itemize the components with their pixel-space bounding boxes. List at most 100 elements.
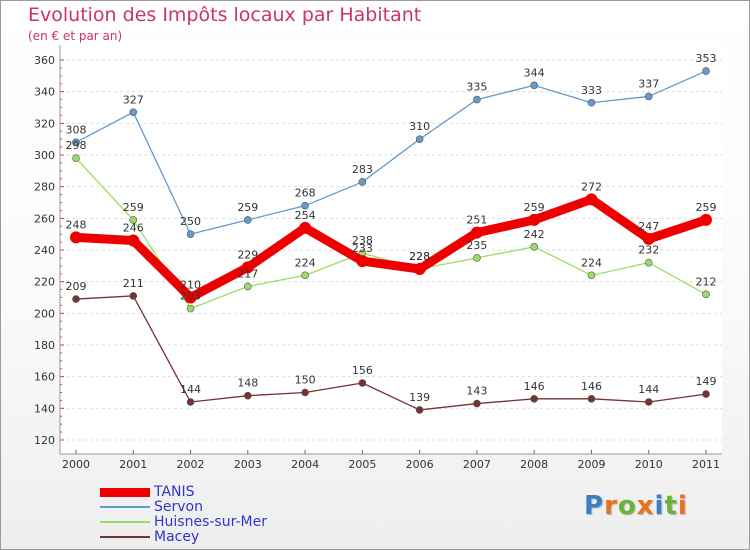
logo-letter: t (664, 491, 678, 521)
data-point (301, 388, 309, 397)
data-point (186, 230, 195, 238)
data-point (129, 216, 138, 224)
y-tick-label: 320 (34, 117, 55, 130)
y-tick-label: 160 (34, 371, 55, 384)
y-tick-label: 240 (34, 244, 55, 257)
data-point (301, 271, 309, 280)
data-label: 144 (638, 383, 659, 396)
labels-macey: 209 211 144 148 150 156 139 143 146 146 144 149 (66, 277, 717, 404)
x-tick-label: 2001 (119, 458, 147, 471)
data-point (644, 92, 653, 101)
data-point (470, 226, 483, 239)
proxiti-logo: Proxiti (584, 491, 688, 521)
data-point (702, 67, 710, 75)
data-point (301, 201, 309, 210)
data-label: 224 (581, 256, 602, 269)
data-point (244, 216, 252, 224)
series-tanis (70, 193, 712, 304)
data-label: 242 (524, 228, 545, 241)
data-label: 217 (237, 267, 258, 280)
data-label: 235 (466, 239, 487, 252)
data-label: 224 (295, 256, 316, 269)
data-label: 259 (237, 201, 258, 214)
x-tick-label: 2010 (635, 458, 663, 471)
data-label: 298 (66, 139, 87, 152)
data-point (587, 395, 596, 403)
data-point (702, 290, 710, 299)
y-tick-label: 360 (34, 54, 55, 67)
data-label: 283 (352, 163, 373, 176)
data-label: 248 (66, 218, 87, 231)
y-tick-label: 220 (34, 276, 55, 289)
data-label: 344 (524, 66, 545, 79)
data-label: 254 (295, 209, 316, 222)
data-point (244, 391, 252, 400)
data-point (644, 398, 653, 406)
data-point (186, 398, 195, 406)
data-point (413, 263, 426, 275)
x-tick-label: 2004 (291, 458, 319, 471)
x-tick-label: 2011 (692, 458, 720, 471)
y-tick-label: 300 (34, 149, 55, 162)
data-point (241, 261, 254, 274)
data-label: 327 (123, 93, 144, 106)
data-label: 353 (696, 52, 717, 65)
data-point (415, 135, 424, 143)
x-tick-label: 2008 (520, 458, 548, 471)
data-label: 232 (638, 244, 659, 257)
data-label: 229 (237, 248, 258, 261)
data-point (473, 254, 481, 262)
data-point (72, 138, 80, 147)
data-label: 259 (696, 201, 717, 214)
data-label: 333 (581, 84, 602, 97)
chart-title: Evolution des Impôts locaux par Habitant (28, 4, 422, 26)
data-label: 203 (180, 290, 201, 303)
series-macey (72, 292, 710, 414)
data-point (299, 221, 312, 234)
y-tick-label: 140 (34, 402, 55, 415)
labels-huisnes-sur-mer: 298 259 203 217 224 238 228 235 242 224 232 212 (66, 139, 717, 302)
data-point (530, 243, 538, 251)
series-line (71, 194, 711, 302)
logo-letter: x (636, 491, 655, 521)
data-label: 268 (295, 187, 316, 200)
y-tick-label: 280 (34, 181, 55, 194)
data-point (587, 98, 596, 107)
data-label: 337 (638, 77, 659, 90)
logo-letter: i (654, 491, 665, 521)
legend-swatch-huisnes-sur-mer (100, 521, 150, 523)
y-tick-label: 120 (34, 434, 55, 447)
data-point (587, 271, 596, 280)
labels-servon: 308 327 250 259 268 283 310 335 344 333 337 353 (66, 52, 717, 228)
x-tick-label: 2002 (177, 458, 205, 471)
data-label: 251 (466, 214, 487, 227)
data-point (473, 95, 481, 104)
data-label: 146 (524, 380, 545, 393)
data-label: 246 (123, 222, 144, 235)
y-tick-label: 340 (34, 86, 55, 99)
y-tick-label: 180 (34, 339, 55, 352)
data-label: 209 (66, 280, 87, 293)
data-label: 228 (409, 250, 430, 263)
y-tick-label: 200 (34, 307, 55, 320)
y-tick-label: 260 (34, 212, 55, 225)
legend-swatch-tanis (100, 488, 150, 497)
labels-tanis: 248 246 210 229 254 233 228 251 259 272 247 259 (66, 180, 717, 291)
data-point (530, 395, 538, 403)
data-point (244, 282, 252, 291)
data-label: 308 (66, 123, 87, 136)
series-servon (72, 67, 710, 238)
data-label: 210 (180, 279, 201, 292)
x-tick-label: 2005 (348, 458, 376, 471)
data-label: 238 (352, 234, 373, 247)
data-point (129, 108, 138, 117)
data-label: 212 (696, 275, 717, 288)
x-tick-label: 2003 (234, 458, 262, 471)
legend-swatch-servon (100, 506, 150, 508)
logo-letter: r (604, 491, 618, 521)
data-point (184, 291, 197, 304)
data-label: 149 (696, 375, 717, 388)
chart-subtitle: (en € et par an) (28, 29, 123, 43)
data-point (702, 390, 710, 398)
